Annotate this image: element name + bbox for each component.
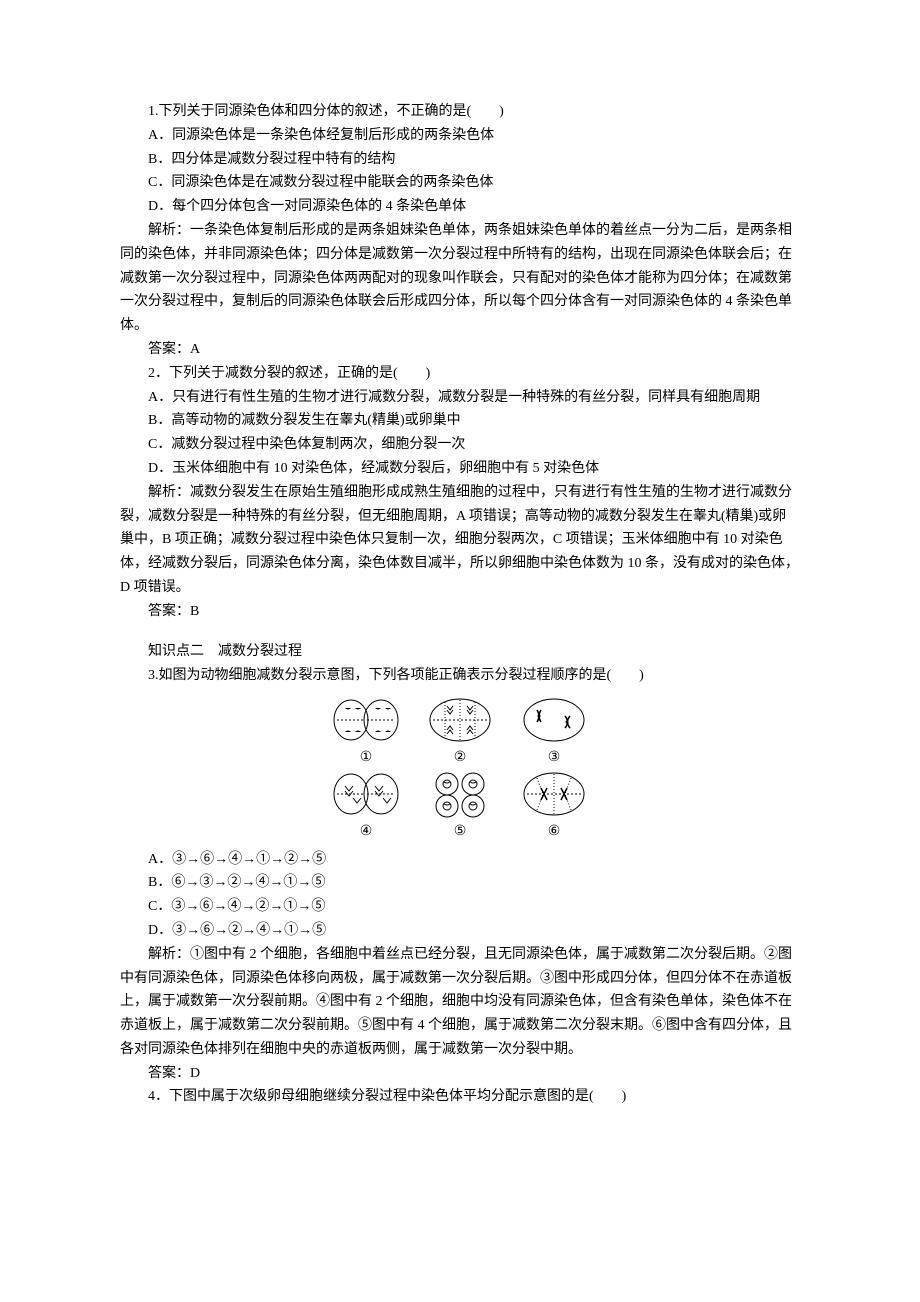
q2-option-b: B．高等动物的减数分裂发生在睾丸(精巢)或卵巢中 [120,409,800,433]
q2-option-a: A．只有进行有性生殖的生物才进行减数分裂，减数分裂是一种特殊的有丝分裂，同样具有… [120,386,800,410]
q4-stem: 4．下图中属于次级卵母细胞继续分裂过程中染色体平均分配示意图的是( ) [120,1085,800,1109]
q3-option-d: D．③→⑥→②→④→①→⑤ [120,919,800,943]
q2-answer: 答案：B [120,600,800,624]
q2-option-d: D．玉米体细胞中有 10 对染色体，经减数分裂后，卵细胞中有 5 对染色体 [120,457,800,481]
q1-option-b: B．四分体是减数分裂过程中特有的结构 [120,148,800,172]
cell-diagram-5-icon [425,770,495,818]
q3-option-c: C．③→⑥→④→②→①→⑤ [120,895,800,919]
q3-figure-row-1 [120,696,800,744]
q2-explanation: 解析：减数分裂发生在原始生殖细胞形成成熟生殖细胞的过程中，只有进行有性生殖的生物… [120,481,800,600]
q1-answer: 答案：A [120,338,800,362]
cell-diagram-6-icon [519,770,589,818]
q3-stem: 3.如图为动物细胞减数分裂示意图，下列各项能正确表示分裂过程顺序的是( ) [120,664,800,688]
cell-diagram-2-icon [425,696,495,744]
q2-stem: 2．下列关于减数分裂的叙述，正确的是( ) [120,362,800,386]
cell-diagram-4-icon [331,770,401,818]
q1-option-a: A．同源染色体是一条染色体经复制后形成的两条染色体 [120,124,800,148]
cell-diagram-1-icon [331,696,401,744]
cell-diagram-3-icon [519,696,589,744]
q2-option-c: C．减数分裂过程中染色体复制两次，细胞分裂一次 [120,433,800,457]
q3-explanation: 解析：①图中有 2 个细胞，各细胞中着丝点已经分裂，且无同源染色体，属于减数第二… [120,943,800,1062]
q3-figure: ① ② ③ [120,696,800,844]
fig-label-6: ⑥ [519,820,589,844]
q3-figure-labels-1: ① ② ③ [120,746,800,770]
q3-option-a: A．③→⑥→④→①→②→⑤ [120,848,800,872]
q3-figure-labels-2: ④ ⑤ ⑥ [120,820,800,844]
fig-label-1: ① [331,746,401,770]
fig-label-2: ② [425,746,495,770]
fig-label-4: ④ [331,820,401,844]
q3-option-b: B．⑥→③→②→④→①→⑤ [120,871,800,895]
q1-stem: 1.下列关于同源染色体和四分体的叙述，不正确的是( ) [120,100,800,124]
q1-explanation: 解析：一条染色体复制后形成的是两条姐妹染色单体，两条姐妹染色单体的着丝点一分为二… [120,219,800,338]
fig-label-5: ⑤ [425,820,495,844]
q3-figure-row-2 [120,770,800,818]
q1-option-d: D．每个四分体包含一对同源染色体的 4 条染色单体 [120,195,800,219]
fig-label-3: ③ [519,746,589,770]
knowledge-point-2: 知识点二 减数分裂过程 [120,640,800,664]
q1-option-c: C．同源染色体是在减数分裂过程中能联会的两条染色体 [120,171,800,195]
q3-answer: 答案：D [120,1062,800,1086]
